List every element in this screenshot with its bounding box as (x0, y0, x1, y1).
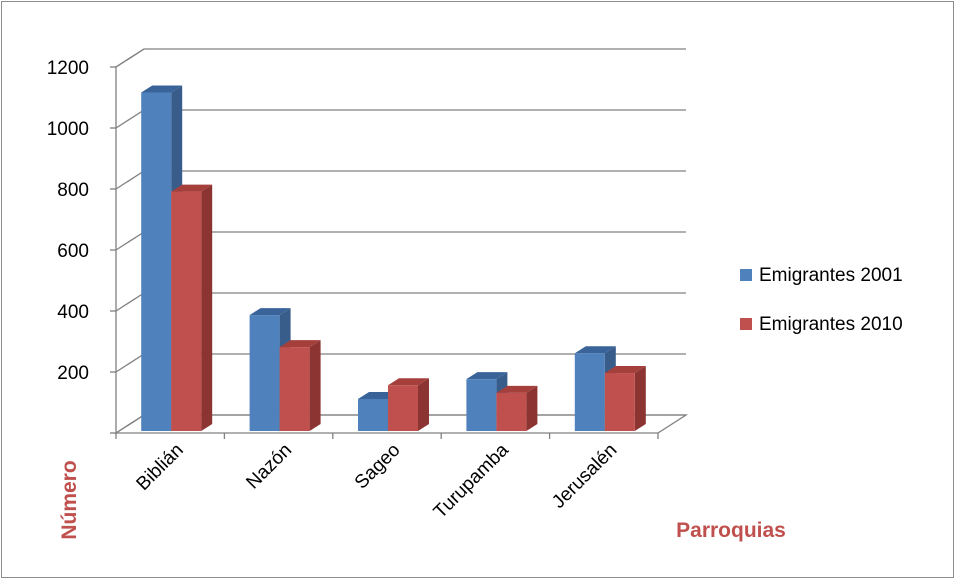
x-tick-label: Turupamba (430, 439, 513, 522)
y-tick-label: 200 (57, 363, 89, 384)
legend-swatch-emigrantes-2001 (740, 269, 752, 281)
y-tick-label: 600 (57, 241, 89, 262)
bar-emigrantes-2010-jerusalen-top (604, 366, 646, 374)
legend: Emigrantes 2001 Emigrantes 2010 (740, 265, 903, 335)
bar-emigrantes-2010-sageo (388, 385, 418, 431)
x-tick-label: Jerusalén (548, 440, 621, 513)
bar-emigrantes-2001-nazon-top (249, 308, 291, 316)
legend-label-emigrantes-2010: Emigrantes 2010 (759, 314, 903, 335)
bar-emigrantes-2010-nazon-top (279, 340, 321, 348)
bar-emigrantes-2010-biblian (171, 191, 202, 431)
y-tick-label: 400 (57, 302, 89, 323)
bars (141, 85, 646, 431)
y-axis-title: Número (58, 460, 81, 539)
bar-emigrantes-2001-jerusalen (574, 353, 605, 431)
bar-emigrantes-2001-biblian-top (141, 85, 183, 93)
bar-emigrantes-2010-biblian-top (171, 184, 213, 192)
bar-emigrantes-2001-biblian (141, 92, 172, 431)
bar-emigrantes-2001-jerusalen-top (574, 346, 616, 354)
bar-emigrantes-2001-turupamba (466, 379, 497, 431)
bar-emigrantes-2010-sageo-top (388, 378, 429, 386)
y-tick-label: 1000 (47, 119, 89, 140)
legend-label-emigrantes-2001: Emigrantes 2001 (759, 265, 903, 286)
bar-emigrantes-2001-nazon (249, 315, 280, 431)
bar-emigrantes-2010-turupamba-top (496, 385, 538, 393)
bar-emigrantes-2001-sageo (358, 398, 388, 431)
x-axis-title: Parroquias (676, 519, 786, 542)
y-tick-label: 1200 (47, 58, 89, 79)
y-tick-label: 800 (57, 180, 89, 201)
x-tick-label: Nazón (242, 440, 296, 494)
bar-emigrantes-2010-jerusalen-side (634, 366, 646, 431)
y-axis: 200 400 600 800 1000 1200 (47, 58, 116, 434)
bar-emigrantes-2010-biblian-side (201, 184, 213, 431)
x-tick-label: Biblián (133, 440, 188, 495)
bar-emigrantes-2010-turupamba-side (526, 385, 538, 431)
bar-emigrantes-2001-turupamba-top (466, 372, 508, 380)
gridline (115, 48, 686, 68)
bar-emigrantes-2010-nazon-side (309, 340, 321, 431)
gridline (115, 109, 686, 129)
x-tick-label: Sageo (351, 440, 405, 494)
legend-swatch-emigrantes-2010 (740, 318, 752, 330)
x-axis: Biblián Nazón Sageo Turupamba Jerusalén (115, 433, 659, 523)
bar-emigrantes-2010-sageo-side (418, 378, 429, 431)
bar-emigrantes-2010-nazon (279, 347, 310, 431)
bar-emigrantes-2010-turupamba (496, 392, 527, 431)
bar-emigrantes-2010-jerusalen (604, 373, 635, 431)
